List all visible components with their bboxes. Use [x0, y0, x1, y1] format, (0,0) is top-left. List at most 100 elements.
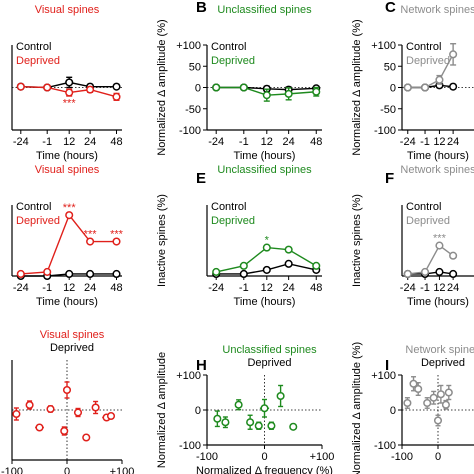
- y-tick-label: +100: [371, 40, 396, 52]
- y-axis-label: Normalized Δ amplitude (%): [351, 19, 363, 155]
- series-deprived: [403, 43, 458, 92]
- data-point: [65, 211, 74, 220]
- scatter-point: [433, 414, 443, 427]
- x-tick-label: -100: [196, 451, 218, 463]
- x-tick-label: 24: [447, 136, 459, 148]
- significance-label: ***: [433, 232, 447, 244]
- y-tick-label: -100: [179, 125, 201, 137]
- legend-entry: Deprived: [16, 215, 60, 227]
- y-tick-label: 0: [390, 83, 396, 95]
- y-tick-label: 0: [195, 83, 201, 95]
- panel-C: Network spines -24 -1 12 24 +100 50 0 -50 -100 Tim…: [351, 4, 474, 162]
- x-axis-label: Normalized Δ frequency (%): [196, 465, 333, 474]
- y-tick-label: -100: [374, 440, 396, 452]
- scatter-point: [60, 426, 69, 436]
- data-point: [46, 404, 55, 414]
- data-point: [73, 408, 83, 417]
- scatter-point: [444, 384, 453, 401]
- data-point: [423, 398, 432, 408]
- data-point: [262, 91, 271, 100]
- scatter-point: [423, 397, 432, 409]
- scatter-point: [12, 407, 21, 421]
- chart-subtitle: Deprived: [50, 342, 94, 354]
- x-tick-label: -1: [42, 282, 52, 294]
- data-point: [212, 83, 221, 92]
- series-deprived: [16, 82, 121, 101]
- x-tick-label: 12: [433, 282, 445, 294]
- series-deprived: [212, 243, 321, 276]
- data-point: [106, 411, 116, 421]
- data-point: [86, 85, 95, 94]
- y-tick-label: -100: [374, 125, 396, 137]
- chart-subtitle: Deprived: [247, 357, 291, 369]
- data-point: [449, 50, 458, 59]
- data-point: [289, 422, 298, 431]
- chart-title: Visual spines: [35, 4, 100, 16]
- x-tick-label: +100: [110, 466, 135, 474]
- series-deprived: [403, 241, 458, 279]
- series-control: [16, 269, 121, 281]
- x-axis-label: Time (hours): [36, 150, 98, 162]
- legend-entry: Deprived: [211, 55, 255, 67]
- series-line: [407, 271, 454, 275]
- panel-letter: H: [196, 357, 207, 374]
- scatter-point: [267, 421, 276, 430]
- chart-title: Network spines: [400, 4, 474, 16]
- data-point: [86, 237, 95, 246]
- scatter-point: [409, 376, 418, 392]
- significance-label: ***: [110, 228, 124, 240]
- series-line: [407, 54, 454, 89]
- panel-letter: B: [196, 0, 207, 16]
- data-point: [409, 379, 418, 388]
- x-tick-label: 48: [310, 282, 322, 294]
- data-point: [420, 83, 430, 92]
- y-tick-label: -50: [380, 104, 396, 116]
- data-point: [221, 418, 230, 427]
- data-point: [25, 400, 34, 410]
- significance-label: *: [265, 234, 270, 246]
- data-point: [239, 261, 248, 270]
- chart-title: Unclassified spines: [222, 344, 317, 356]
- x-axis-label: Time (hours): [407, 150, 469, 162]
- x-tick-label: 48: [110, 282, 122, 294]
- data-point: [276, 391, 285, 401]
- scatter-point: [441, 399, 450, 410]
- x-tick-label: 0: [64, 466, 70, 474]
- scatter-point: [259, 398, 270, 418]
- x-tick-label: +100: [310, 451, 335, 463]
- scatter-point: [213, 410, 222, 428]
- x-tick-label: 48: [110, 136, 122, 148]
- legend-entry: Control: [16, 201, 51, 213]
- chart-title: Network spines: [405, 344, 474, 356]
- data-point: [213, 414, 222, 423]
- data-point: [86, 269, 95, 279]
- data-point: [234, 400, 243, 409]
- x-tick-label: -24: [208, 282, 224, 294]
- chart-title: Visual spines: [40, 329, 105, 341]
- series-deprived: [16, 211, 121, 279]
- series-line: [407, 244, 454, 275]
- x-axis-label: Time (hours): [407, 296, 469, 308]
- scatter-point: [46, 404, 55, 414]
- x-tick-label: 12: [63, 136, 75, 148]
- data-point: [112, 82, 121, 91]
- y-axis-label: Normalized Δ amplitude (%): [156, 19, 168, 155]
- data-point: [62, 385, 72, 395]
- legend-entry: Deprived: [211, 215, 255, 227]
- chart-title: Network spines: [400, 164, 474, 176]
- data-point: [112, 92, 121, 101]
- panel-G: Visual spinesDeprived-1000+100Normalized…: [1, 329, 135, 474]
- data-point: [444, 388, 453, 397]
- y-axis-label: Inactive spines (%): [351, 194, 363, 287]
- scatter-point: [221, 416, 230, 429]
- data-point: [449, 82, 458, 91]
- legend-entry: Control: [406, 201, 441, 213]
- x-tick-label: -24: [13, 282, 29, 294]
- x-tick-label: 12: [261, 282, 273, 294]
- data-point: [239, 83, 248, 92]
- panel-B: Unclassified spines -24 -1 12 24 48 +100 50 0 -50…: [156, 4, 322, 162]
- panel-F: Network spines -24 -1 12 24 Time (hours) Inact…: [351, 164, 474, 308]
- chart-title: Visual spines: [35, 164, 100, 176]
- y-tick-label: -100: [179, 440, 201, 452]
